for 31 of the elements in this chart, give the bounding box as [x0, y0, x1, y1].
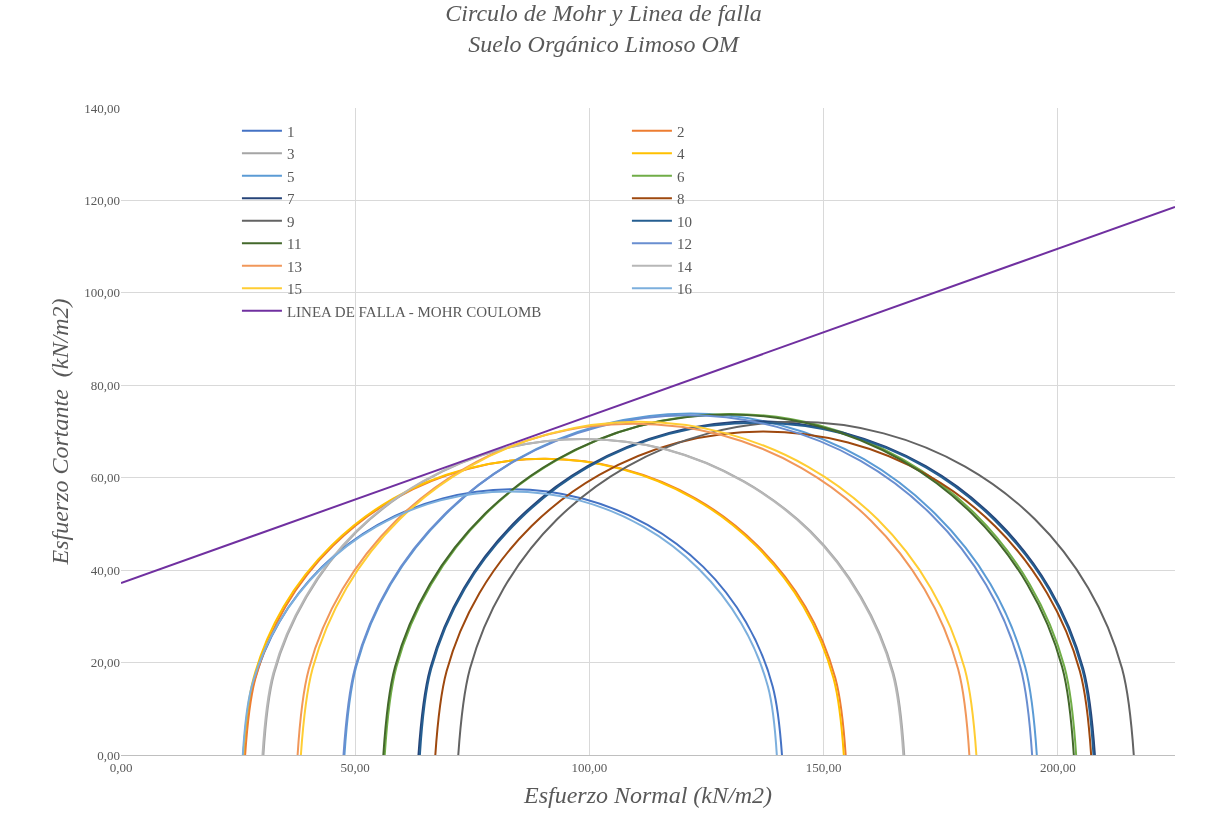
legend-label: 9	[286, 213, 295, 230]
legend-label: 1	[286, 123, 295, 140]
legend-label: 5	[286, 168, 295, 185]
x-axis-title: Esfuerzo Normal (kN/m2)	[523, 781, 772, 808]
legend-label: 3	[286, 146, 295, 163]
legend-label: 13	[286, 258, 302, 275]
x-tick-label: 200,00	[1040, 759, 1076, 775]
y-tick-label: 40,00	[90, 562, 120, 578]
y-tick-label: 140,00	[84, 100, 120, 116]
y-tick-label: 20,00	[90, 655, 120, 671]
y-tick-label: 120,00	[84, 192, 120, 208]
y-tick-label: 100,00	[84, 285, 120, 301]
legend-label: 11	[286, 236, 302, 253]
x-tick-label: 150,00	[805, 759, 842, 775]
legend-label: 4	[676, 146, 685, 163]
legend-label: 7	[286, 191, 295, 208]
x-tick-label: 50,00	[340, 759, 370, 775]
y-axis-title: Esfuerzo Cortante (kN/m2)	[47, 298, 74, 566]
legend-label: 6	[676, 168, 685, 185]
legend-label: 12	[676, 236, 692, 253]
legend-label: 10	[676, 213, 692, 230]
legend-label: 2	[676, 123, 685, 140]
y-tick-label: 60,00	[90, 470, 120, 486]
legend-label: 16	[676, 281, 693, 298]
y-tick-label: 80,00	[90, 377, 120, 393]
legend-label: 14	[676, 258, 693, 275]
chart-title: Circulo de Mohr y Linea de falla Suelo Orgánico Limoso OM	[445, 0, 762, 57]
x-tick-label: 100,00	[571, 759, 608, 775]
legend-label: 8	[676, 191, 685, 208]
legend-label: LINEA DE FALLA - MOHR COULOMB	[286, 303, 542, 320]
legend-label: 15	[286, 281, 302, 298]
